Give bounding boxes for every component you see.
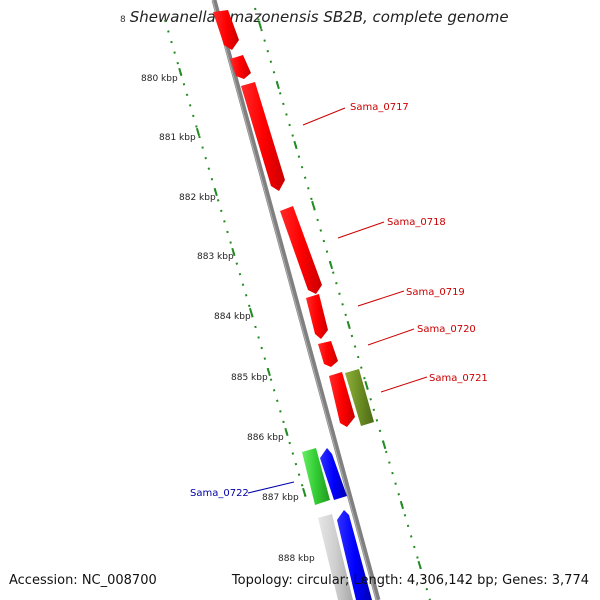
major-tick (178, 67, 183, 77)
gene-label-sama-0722[interactable]: Sama_0722 (190, 488, 249, 499)
kbp-label: 882 kbp (179, 193, 216, 203)
gene-feature[interactable] (280, 206, 322, 294)
gene-leader-lines (247, 107, 428, 494)
gene-feature[interactable] (318, 341, 338, 367)
major-tick (249, 307, 254, 317)
gene-feature[interactable] (230, 55, 251, 79)
gene-feature[interactable] (302, 448, 330, 505)
genome-summary-text: Topology: circular; Length: 4,306,142 bp… (231, 573, 589, 588)
gene-labels: Sama_0717 Sama_0718 Sama_0719 Sama_0720 … (190, 102, 488, 499)
major-tick (399, 500, 405, 510)
gene-feature[interactable] (345, 369, 374, 426)
genome-backbone (211, 0, 381, 600)
gene-feature[interactable] (320, 448, 347, 500)
gene-label-sama-0717[interactable]: Sama_0717 (350, 102, 409, 113)
major-tick (302, 487, 307, 497)
major-tick (382, 440, 387, 450)
kbp-label: 884 kbp (214, 312, 251, 322)
major-tick (284, 427, 289, 437)
major-tick (346, 320, 351, 330)
kbp-label: 888 kbp (278, 554, 315, 564)
gene-label-sama-0721[interactable]: Sama_0721 (429, 373, 488, 384)
gene-feature[interactable] (337, 510, 372, 600)
kbp-label: 886 kbp (247, 433, 284, 443)
kbp-label: 887 kbp (262, 493, 299, 503)
kbp-label: 880 kbp (141, 74, 178, 84)
major-tick (311, 200, 316, 210)
major-tick (213, 187, 218, 197)
title-prefix: 8 (120, 15, 126, 25)
gene-feature[interactable] (306, 294, 328, 339)
major-tick (364, 380, 369, 390)
major-tick (293, 140, 298, 150)
gene-feature[interactable] (329, 372, 355, 427)
gene-feature[interactable] (318, 514, 353, 600)
genome-backbone-highlight (212, 0, 377, 600)
kbp-label: 883 kbp (197, 252, 234, 262)
kbp-label: 881 kbp (159, 133, 196, 143)
major-tick (275, 80, 280, 90)
accession-text: Accession: NC_008700 (9, 573, 157, 588)
gene-label-sama-0720[interactable]: Sama_0720 (417, 324, 476, 335)
kbp-label: 885 kbp (231, 373, 268, 383)
major-tick (231, 247, 236, 257)
major-ticks (178, 20, 422, 570)
gene-feature[interactable] (213, 10, 239, 50)
major-tick (417, 560, 422, 570)
gene-features (213, 10, 374, 600)
gene-feature[interactable] (241, 82, 285, 191)
major-tick (195, 127, 201, 137)
gene-label-sama-0718[interactable]: Sama_0718 (387, 217, 446, 228)
outer-tick-ring (254, 7, 431, 600)
major-tick (266, 367, 271, 377)
major-tick (257, 20, 263, 30)
kbp-labels: 880 kbp 881 kbp 882 kbp 883 kbp 884 kbp … (141, 74, 315, 564)
major-tick (328, 260, 334, 270)
gene-label-sama-0719[interactable]: Sama_0719 (406, 287, 465, 298)
